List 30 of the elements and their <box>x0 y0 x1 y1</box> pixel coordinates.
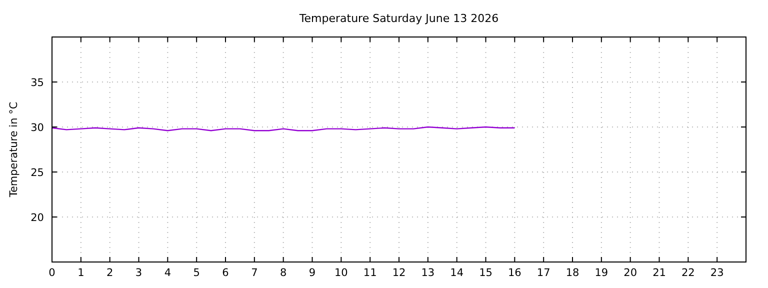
x-tick-label: 10 <box>334 267 348 279</box>
x-tick-label: 20 <box>624 267 638 279</box>
y-axis-title: Temperature in °C <box>8 102 20 198</box>
y-tick-label: 35 <box>30 77 44 89</box>
x-tick-label: 18 <box>566 267 580 279</box>
y-tick-label: 20 <box>30 212 44 224</box>
x-tick-label: 8 <box>280 267 287 279</box>
x-tick-label: 14 <box>450 267 464 279</box>
y-tick-label: 25 <box>30 167 44 179</box>
x-tick-label: 12 <box>392 267 406 279</box>
y-tick-label: 30 <box>30 122 44 134</box>
x-tick-label: 7 <box>251 267 258 279</box>
x-tick-label: 5 <box>193 267 200 279</box>
x-tick-label: 22 <box>681 267 695 279</box>
x-tick-label: 17 <box>536 267 550 279</box>
x-tick-label: 16 <box>508 267 522 279</box>
x-tick-label: 9 <box>308 267 316 279</box>
chart-title: Temperature Saturday June 13 2026 <box>298 12 499 25</box>
x-tick-label: 11 <box>363 267 377 279</box>
x-tick-label: 4 <box>164 267 172 279</box>
x-tick-label: 0 <box>48 267 56 279</box>
x-tick-label: 2 <box>106 267 114 279</box>
x-tick-label: 3 <box>135 267 142 279</box>
x-tick-label: 13 <box>421 267 435 279</box>
x-tick-label: 21 <box>652 267 666 279</box>
x-tick-label: 19 <box>594 267 608 279</box>
x-tick-label: 23 <box>710 267 724 279</box>
x-tick-label: 1 <box>78 267 84 279</box>
x-tick-label: 6 <box>222 267 230 279</box>
x-tick-label: 15 <box>479 267 492 279</box>
